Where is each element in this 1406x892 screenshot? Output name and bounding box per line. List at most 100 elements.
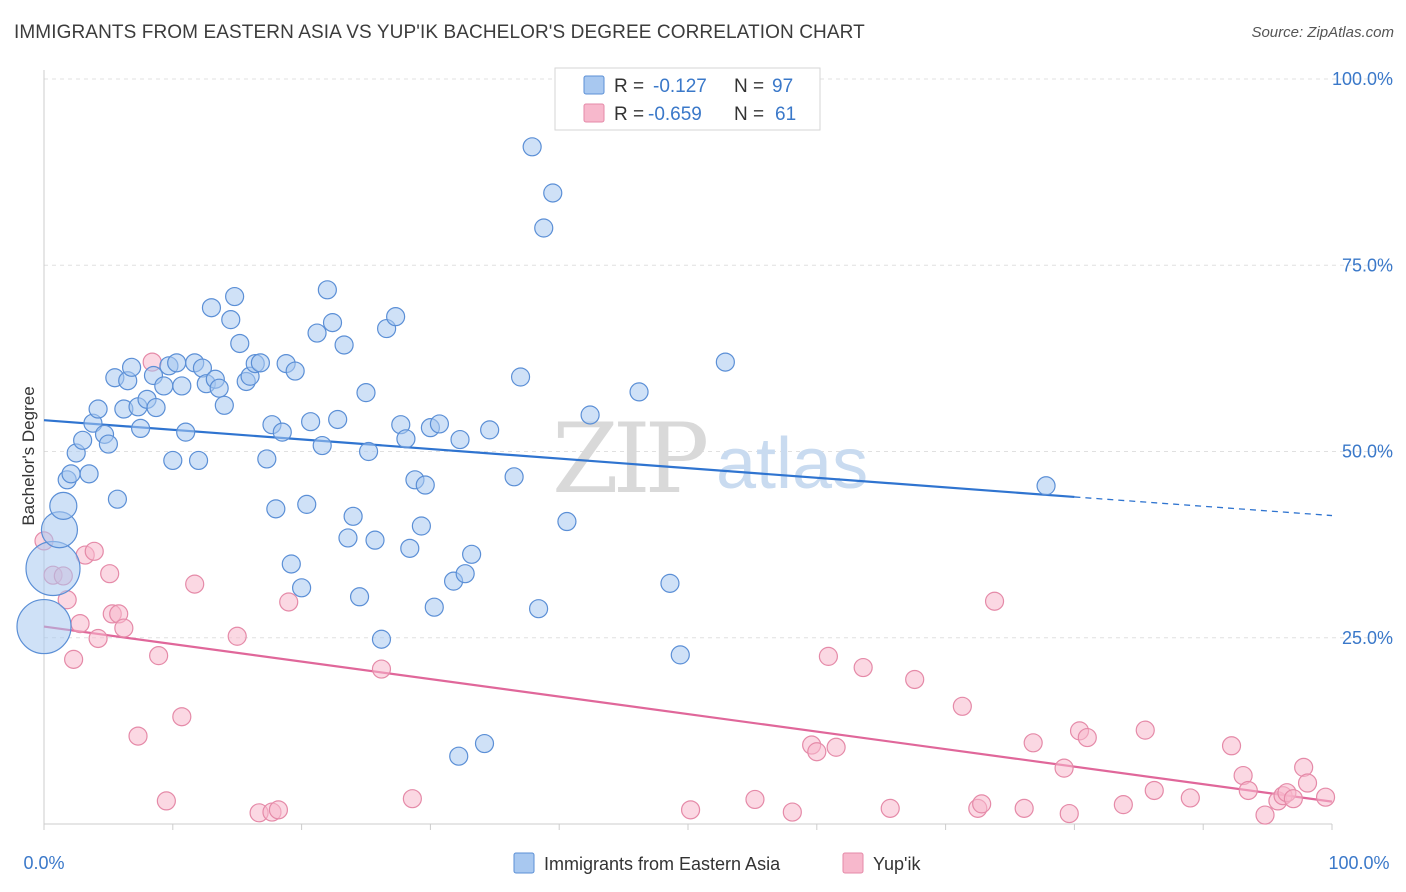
yupik-point-48 xyxy=(1144,780,1164,801)
y-tick-labels: 25.0% 50.0% 75.0% 100.0% xyxy=(1332,69,1393,648)
eastern-asia-point-90 xyxy=(543,183,563,203)
yupik-point-46 xyxy=(1113,795,1133,815)
eastern-asia-point-10 xyxy=(88,399,108,419)
eastern-asia-point-92 xyxy=(580,405,600,425)
eastern-asia-point-84 xyxy=(480,420,500,440)
eastern-asia-point-35 xyxy=(209,378,229,398)
yupik-point-18 xyxy=(185,574,205,594)
x-tick-label-min: 0.0% xyxy=(23,853,64,873)
source-credit: Source: ZipAtlas.com xyxy=(1251,24,1394,41)
eastern-asia-point-46 xyxy=(266,499,286,519)
eastern-asia-point-77 xyxy=(429,414,450,434)
eastern-asia-point-63 xyxy=(356,383,376,403)
yupik-point-39 xyxy=(984,591,1005,611)
eastern-asia-point-37 xyxy=(221,310,241,330)
eastern-asia-point-27 xyxy=(172,376,192,396)
eastern-asia-point-1 xyxy=(25,540,81,597)
yupik-point-7 xyxy=(84,541,104,561)
eastern-asia-point-94 xyxy=(660,573,680,593)
yupik-point-43 xyxy=(1059,803,1079,824)
eastern-asia-point-5 xyxy=(61,464,81,484)
eastern-asia-point-93 xyxy=(629,382,649,402)
x-tick-marks xyxy=(43,824,1333,830)
yupik-point-36 xyxy=(952,696,972,716)
yupik-point-42 xyxy=(1054,758,1074,778)
eastern-asia-point-8 xyxy=(79,464,99,484)
yupik-point-17 xyxy=(172,707,192,727)
eastern-asia-point-58 xyxy=(328,409,348,430)
eastern-asia-point-73 xyxy=(411,516,431,536)
eastern-asia-point-28 xyxy=(176,422,196,442)
eastern-asia-point-38 xyxy=(225,286,245,307)
yupik-point-23 xyxy=(279,592,299,612)
legend-n-value-2: 61 xyxy=(775,104,796,125)
eastern-asia-point-55 xyxy=(312,435,332,456)
yupik-point-32 xyxy=(826,737,846,757)
yupik-point-30 xyxy=(807,742,827,762)
eastern-asia-point-3 xyxy=(49,491,78,520)
eastern-asia-point-12 xyxy=(98,434,119,454)
eastern-asia-point-82 xyxy=(449,746,469,766)
watermark: ZIP atlas xyxy=(552,403,868,515)
chart-title: IMMIGRANTS FROM EASTERN ASIA VS YUP'IK B… xyxy=(14,22,865,43)
eastern-asia-point-95 xyxy=(670,645,690,665)
eastern-asia-point-51 xyxy=(292,578,312,598)
eastern-asia-point-52 xyxy=(297,494,317,514)
y-tick-label-50: 50.0% xyxy=(1342,442,1393,462)
eastern-asia-point-71 xyxy=(400,538,420,558)
legend-r-value-2: -0.659 xyxy=(648,104,702,125)
eastern-asia-point-59 xyxy=(334,335,354,355)
yupik-point-28 xyxy=(782,802,802,822)
y-tick-label-100: 100.0% xyxy=(1332,69,1393,89)
yupik-point-22 xyxy=(268,800,289,820)
eastern-asia-point-85 xyxy=(504,467,524,487)
legend-r-value-1: -0.127 xyxy=(653,76,707,97)
yupik-point-25 xyxy=(402,789,422,809)
eastern-asia-point-53 xyxy=(301,412,321,432)
legend-n-value-1: 97 xyxy=(772,76,793,97)
eastern-asia-point-96 xyxy=(715,352,735,372)
bottom-legend-label-1: Immigrants from Eastern Asia xyxy=(544,854,781,874)
eastern-asia-point-7 xyxy=(73,430,93,450)
yupik-point-19 xyxy=(227,626,247,646)
eastern-asia-point-97 xyxy=(1036,476,1056,496)
eastern-asia-point-19 xyxy=(131,418,151,439)
trend-line-eastern-asia xyxy=(43,419,1075,499)
yupik-point-60 xyxy=(1315,787,1336,807)
eastern-asia-points xyxy=(16,137,1056,766)
eastern-asia-point-0 xyxy=(16,598,72,655)
yupik-point-49 xyxy=(1180,788,1200,808)
yupik-point-8 xyxy=(88,628,108,649)
yupik-point-9 xyxy=(100,564,120,584)
eastern-asia-point-76 xyxy=(424,597,444,617)
yupik-point-58 xyxy=(1294,757,1314,777)
eastern-asia-point-61 xyxy=(343,506,363,526)
eastern-asia-point-25 xyxy=(163,450,183,471)
yupik-point-26 xyxy=(680,800,701,820)
yupik-point-47 xyxy=(1135,720,1155,740)
eastern-asia-point-68 xyxy=(386,307,406,327)
eastern-asia-point-14 xyxy=(107,489,128,509)
eastern-asia-point-47 xyxy=(272,422,292,442)
trend-lines xyxy=(43,419,1333,803)
yupik-point-24 xyxy=(371,659,392,679)
y-tick-label-75: 75.0% xyxy=(1342,255,1393,275)
yupik-point-53 xyxy=(1255,805,1275,825)
eastern-asia-point-74 xyxy=(415,475,435,495)
yupik-point-59 xyxy=(1297,773,1318,793)
eastern-asia-point-49 xyxy=(281,554,301,574)
eastern-asia-point-81 xyxy=(462,544,482,564)
eastern-asia-point-87 xyxy=(522,137,542,157)
yupik-point-35 xyxy=(905,669,925,690)
x-tick-label-max: 100.0% xyxy=(1328,853,1389,873)
legend-r-label-2: R = xyxy=(614,104,644,125)
eastern-asia-point-26 xyxy=(167,353,187,373)
yupik-point-45 xyxy=(1077,727,1097,748)
bottom-legend: Immigrants from Eastern Asia Yup'ik xyxy=(513,852,921,874)
eastern-asia-point-62 xyxy=(349,587,370,607)
eastern-asia-point-36 xyxy=(214,395,234,415)
yupik-point-57 xyxy=(1283,789,1303,809)
yupik-point-15 xyxy=(149,646,169,666)
eastern-asia-point-64 xyxy=(358,441,379,462)
